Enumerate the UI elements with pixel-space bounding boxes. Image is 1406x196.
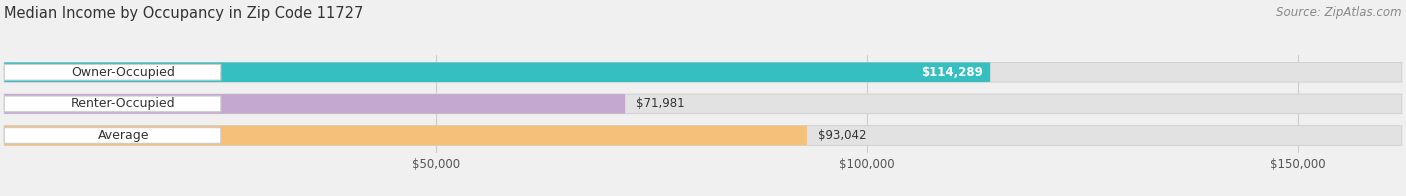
FancyBboxPatch shape bbox=[4, 94, 626, 114]
Text: Renter-Occupied: Renter-Occupied bbox=[72, 97, 176, 110]
FancyBboxPatch shape bbox=[4, 63, 990, 82]
Text: Source: ZipAtlas.com: Source: ZipAtlas.com bbox=[1277, 6, 1402, 19]
FancyBboxPatch shape bbox=[4, 126, 1402, 145]
Text: $93,042: $93,042 bbox=[818, 129, 866, 142]
FancyBboxPatch shape bbox=[4, 96, 221, 112]
Text: Owner-Occupied: Owner-Occupied bbox=[72, 66, 176, 79]
FancyBboxPatch shape bbox=[4, 63, 1402, 82]
FancyBboxPatch shape bbox=[4, 94, 1402, 114]
FancyBboxPatch shape bbox=[4, 64, 221, 80]
FancyBboxPatch shape bbox=[4, 126, 807, 145]
Text: $114,289: $114,289 bbox=[921, 66, 983, 79]
FancyBboxPatch shape bbox=[4, 128, 221, 143]
Text: Average: Average bbox=[97, 129, 149, 142]
Text: $71,981: $71,981 bbox=[637, 97, 685, 110]
Text: Median Income by Occupancy in Zip Code 11727: Median Income by Occupancy in Zip Code 1… bbox=[4, 6, 364, 21]
